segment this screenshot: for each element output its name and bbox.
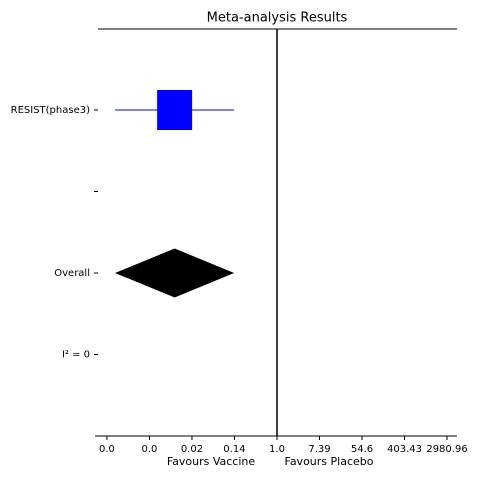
x-axis-label: Favours Vaccine — [167, 455, 256, 468]
x-tick-label: 403.43 — [387, 444, 422, 455]
x-tick-label: 0.02 — [181, 444, 203, 455]
y-tick-label: RESIST(phase3) — [11, 105, 90, 116]
x-tick-label: 1.0 — [269, 444, 285, 455]
x-tick-label: 7.39 — [308, 444, 330, 455]
x-axis-label: Favours Placebo — [285, 455, 374, 468]
y-tick-label: Overall — [54, 268, 90, 279]
summary-diamond — [115, 248, 235, 298]
y-tick-label: I² = 0 — [62, 350, 90, 361]
x-tick-label: 0.14 — [223, 444, 245, 455]
x-tick-label: 54.6 — [351, 444, 373, 455]
x-tick-label: 2980.96 — [426, 444, 467, 455]
x-tick-label: 0.0 — [99, 444, 115, 455]
x-tick-label: 0.0 — [142, 444, 158, 455]
chart-title: Meta-analysis Results — [207, 11, 348, 26]
estimate-box — [157, 90, 193, 130]
